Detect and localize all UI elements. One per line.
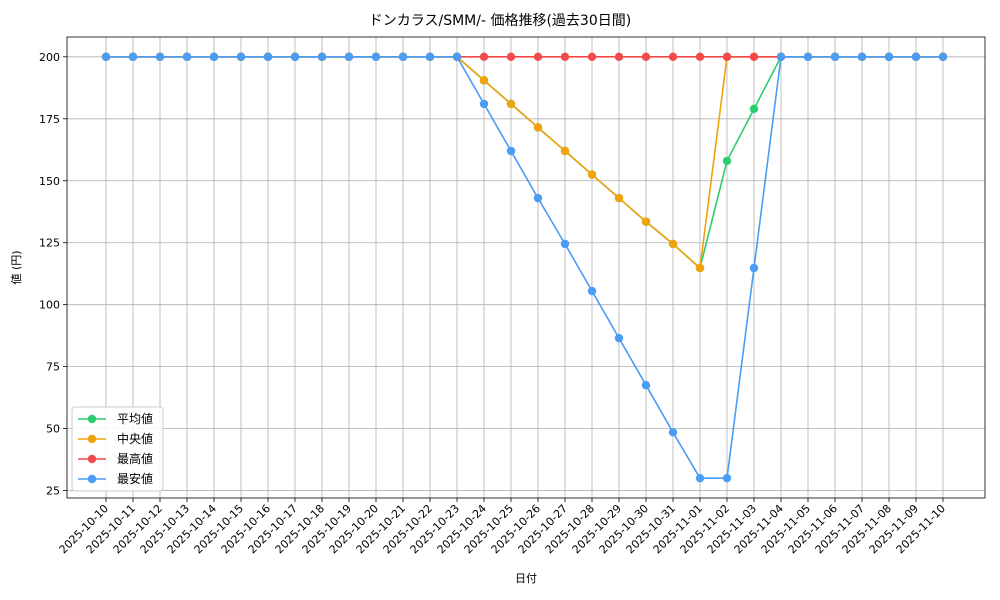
legend-label: 中央値 xyxy=(117,431,153,446)
data-point xyxy=(722,52,732,62)
data-point xyxy=(317,52,327,62)
data-point xyxy=(857,52,867,62)
legend-box xyxy=(71,406,164,492)
legend-label: 最安値 xyxy=(117,471,153,486)
data-point xyxy=(695,263,705,273)
data-point xyxy=(641,52,651,62)
data-point xyxy=(533,193,543,203)
y-axis: 25 50 75 100 125 150 175 200 xyxy=(39,51,67,498)
data-point xyxy=(236,52,246,62)
data-point xyxy=(587,52,597,62)
y-tick-label: 100 xyxy=(39,299,60,312)
data-point xyxy=(560,239,570,249)
data-point xyxy=(668,52,678,62)
data-point xyxy=(263,52,273,62)
series-layer xyxy=(101,52,948,483)
y-tick-label: 150 xyxy=(39,175,60,188)
data-point xyxy=(749,104,759,114)
y-tick-label: 200 xyxy=(39,51,60,64)
data-point xyxy=(695,52,705,62)
data-point xyxy=(155,52,165,62)
data-point xyxy=(425,52,435,62)
data-point xyxy=(560,146,570,156)
data-point xyxy=(344,52,354,62)
data-point xyxy=(614,52,624,62)
data-point xyxy=(722,156,732,166)
data-point xyxy=(290,52,300,62)
data-point xyxy=(884,52,894,62)
series-line xyxy=(106,55,943,480)
data-point xyxy=(371,52,381,62)
y-tick-label: 175 xyxy=(39,113,60,126)
plot-frame xyxy=(66,36,986,499)
data-point xyxy=(614,193,624,203)
grid-layer xyxy=(67,37,985,498)
legend-swatch-marker xyxy=(87,434,97,444)
data-point xyxy=(668,428,678,437)
legend-swatch-marker xyxy=(87,454,97,464)
series-line xyxy=(106,55,943,270)
data-point xyxy=(749,52,759,62)
data-point xyxy=(587,170,597,179)
data-point xyxy=(695,473,705,483)
data-point xyxy=(722,473,732,483)
data-point xyxy=(479,99,489,109)
series-line xyxy=(106,55,943,270)
data-point xyxy=(101,52,111,62)
data-point xyxy=(452,52,462,62)
y-axis-label: 値 (円) xyxy=(10,250,23,284)
x-axis-label: 日付 xyxy=(515,572,537,585)
data-point xyxy=(128,52,138,62)
data-point xyxy=(506,146,516,156)
data-point xyxy=(776,52,786,62)
data-point xyxy=(506,99,516,109)
data-point xyxy=(479,76,489,85)
data-point xyxy=(830,52,840,62)
legend-swatch-marker xyxy=(87,474,97,484)
legend-label: 平均値 xyxy=(117,411,153,426)
data-point xyxy=(398,52,408,62)
legend-swatch-marker xyxy=(87,414,97,424)
y-tick-label: 75 xyxy=(46,361,60,374)
data-point xyxy=(938,52,948,62)
data-point xyxy=(641,381,651,390)
data-point xyxy=(614,333,624,343)
data-point xyxy=(209,52,219,62)
data-point xyxy=(533,52,543,62)
legend-label: 最高値 xyxy=(117,451,153,466)
data-point xyxy=(641,217,651,226)
data-point xyxy=(668,239,678,249)
data-point xyxy=(479,52,489,62)
chart-title: ドンカラス/SMM/- 価格推移(過去30日間) xyxy=(368,13,632,29)
data-point xyxy=(911,52,921,62)
data-point xyxy=(749,263,759,273)
y-tick-label: 50 xyxy=(46,423,60,436)
y-tick-label: 125 xyxy=(39,237,60,250)
data-point xyxy=(587,286,597,296)
data-point xyxy=(506,52,516,62)
data-point xyxy=(803,52,813,62)
x-axis: 2025-10-102025-10-112025-10-122025-10-13… xyxy=(57,498,948,556)
data-point xyxy=(533,123,543,132)
y-tick-label: 25 xyxy=(46,485,60,498)
data-point xyxy=(560,52,570,62)
data-point xyxy=(182,52,192,62)
